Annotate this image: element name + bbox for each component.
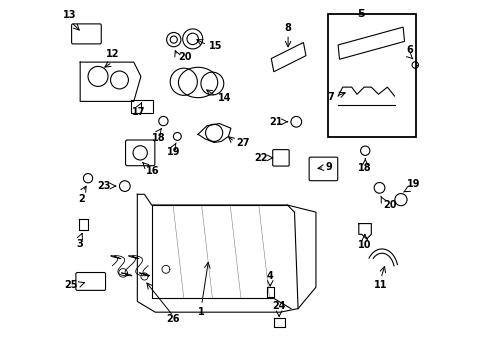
Text: 23: 23 — [97, 181, 110, 191]
Text: 18: 18 — [152, 133, 165, 143]
Text: 3: 3 — [77, 239, 83, 249]
Text: 5: 5 — [356, 9, 364, 19]
Text: 6: 6 — [406, 45, 412, 55]
Text: 25: 25 — [64, 280, 77, 290]
Text: 27: 27 — [235, 138, 249, 148]
Text: 24: 24 — [272, 301, 285, 311]
Text: 22: 22 — [253, 153, 267, 163]
Text: 19: 19 — [167, 148, 180, 157]
Text: 4: 4 — [266, 271, 273, 281]
Text: 1: 1 — [198, 307, 204, 317]
Text: 19: 19 — [406, 179, 420, 189]
Text: 15: 15 — [208, 41, 222, 51]
Text: 16: 16 — [146, 166, 160, 176]
Text: 20: 20 — [178, 53, 191, 63]
Bar — [328, 14, 415, 137]
Text: 9: 9 — [325, 162, 332, 172]
Text: 12: 12 — [105, 49, 119, 59]
Text: 21: 21 — [269, 117, 283, 127]
Text: 17: 17 — [132, 108, 145, 117]
Text: 20: 20 — [382, 201, 396, 210]
Text: 13: 13 — [62, 10, 76, 20]
Text: 8: 8 — [284, 23, 291, 33]
Text: 14: 14 — [217, 93, 231, 103]
Text: 2: 2 — [78, 194, 85, 203]
Text: 18: 18 — [358, 163, 371, 173]
Text: 10: 10 — [357, 240, 371, 250]
Text: 7: 7 — [327, 92, 334, 102]
Text: 26: 26 — [166, 314, 180, 324]
Text: 11: 11 — [373, 280, 386, 290]
